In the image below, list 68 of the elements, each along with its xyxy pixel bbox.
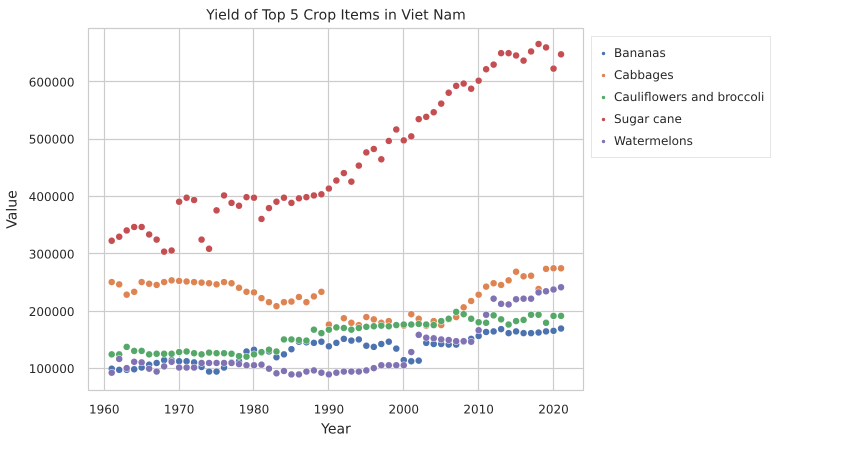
point <box>310 292 318 300</box>
x-tick-label: 1970 <box>164 402 194 416</box>
point <box>138 278 146 286</box>
y-tick-label: 600000 <box>28 75 75 90</box>
x-tick-label: 2010 <box>463 402 494 416</box>
point <box>272 302 280 310</box>
legend-label: Watermelons <box>614 134 693 148</box>
point <box>108 278 116 286</box>
point <box>258 294 266 302</box>
point <box>130 288 138 296</box>
point <box>370 316 378 324</box>
point <box>557 264 565 272</box>
point <box>160 278 168 286</box>
point <box>550 264 558 272</box>
point <box>198 278 206 286</box>
point <box>527 272 535 280</box>
chart-title: Yield of Top 5 Crop Items in Viet Nam <box>205 8 466 24</box>
x-tick-label: 2000 <box>388 402 420 416</box>
point <box>288 298 296 306</box>
point <box>168 276 176 284</box>
x-tick-label: 1960 <box>88 402 120 416</box>
point <box>460 304 468 312</box>
x-tick-label: 2020 <box>538 402 569 416</box>
point <box>295 293 303 301</box>
point <box>152 281 160 289</box>
point <box>542 265 550 273</box>
point <box>348 319 356 327</box>
point <box>265 298 273 306</box>
point <box>115 280 123 288</box>
point <box>235 284 243 292</box>
point <box>482 282 490 290</box>
point <box>520 272 528 280</box>
point <box>467 297 475 305</box>
point <box>175 277 183 285</box>
point <box>280 298 288 306</box>
legend-label: Sugar cane <box>614 112 682 126</box>
point <box>220 278 228 286</box>
y-tick-label: 100000 <box>28 362 75 376</box>
point <box>490 279 498 287</box>
point <box>228 279 236 287</box>
point <box>242 288 250 296</box>
x-axis-title: Year <box>320 422 352 438</box>
point <box>250 288 258 296</box>
point <box>497 281 505 289</box>
point <box>362 313 370 321</box>
point <box>302 298 310 306</box>
point <box>318 288 326 296</box>
legend-label: Bananas <box>614 46 666 60</box>
point <box>512 268 520 276</box>
y-axis-title: Value <box>4 190 21 229</box>
point <box>504 276 512 284</box>
point <box>474 290 482 298</box>
y-tick-label: 500000 <box>28 132 75 147</box>
point <box>190 278 198 286</box>
x-tick-label: 1990 <box>314 402 344 416</box>
y-tick-label: 300000 <box>28 247 75 262</box>
point <box>205 279 213 287</box>
point <box>408 310 416 318</box>
legend-label: Cabbages <box>614 68 674 82</box>
y-tick-label: 400000 <box>28 190 75 204</box>
point <box>145 280 153 288</box>
point <box>182 278 190 286</box>
y-tick-label: 200000 <box>28 304 75 319</box>
legend-label: Cauliflowers and broccoli <box>614 90 764 104</box>
point <box>212 280 220 288</box>
point <box>340 314 348 322</box>
point <box>122 290 130 298</box>
x-tick-label: 1980 <box>238 402 270 416</box>
